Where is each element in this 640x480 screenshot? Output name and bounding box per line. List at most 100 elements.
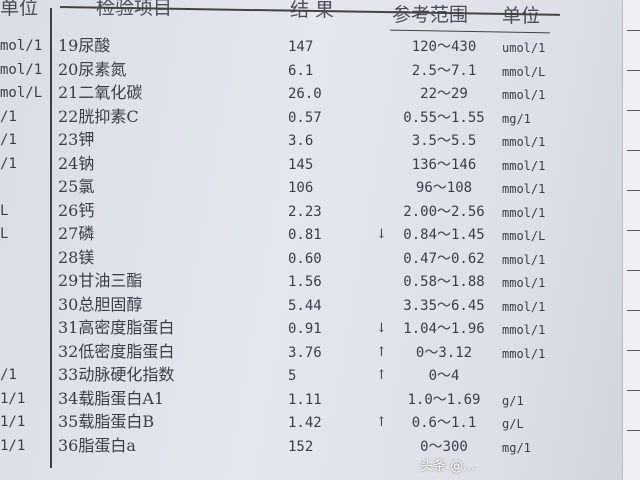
item-name: 20尿素氮	[58, 59, 127, 79]
abnormal-flag: ↑	[376, 368, 387, 383]
left-unit: mol/1	[0, 38, 43, 54]
reference-range: 0.47～0.62	[403, 250, 485, 267]
result-value: 26.0	[288, 86, 322, 102]
left-unit: 1/1	[0, 437, 26, 454]
left-unit: L	[0, 202, 9, 219]
item-name: 35载脂蛋白B	[58, 412, 155, 431]
item-name: 27磷	[58, 224, 95, 243]
left-unit: 1/1	[0, 414, 26, 430]
item-name: 33动脉硬化指数	[58, 365, 175, 384]
result-value: 3.6	[288, 133, 314, 149]
item-name: 25氯	[58, 177, 95, 196]
unit: mmol/1	[502, 135, 546, 149]
table-row: /1 24钠 145 136～146 mmol/1	[0, 152, 640, 176]
unit: mmol/1	[502, 158, 546, 173]
reference-range: 0.58～1.88	[403, 274, 485, 290]
item-name: 22胱抑素C	[58, 106, 139, 126]
table-row: 30总胆固醇 5.44 3.35～6.45 mmol/1	[0, 293, 640, 317]
reference-range: 120～430	[411, 39, 477, 55]
abnormal-flag: ↓	[376, 321, 387, 336]
result-value: 3.76	[288, 344, 322, 361]
item-name: 28镁	[58, 247, 95, 267]
table-row: mol/1 20尿素氮 6.1 2.5～7.1 mmol/L	[0, 58, 640, 82]
abnormal-flag: ↑	[376, 415, 387, 430]
reference-range: 0～4	[428, 368, 460, 384]
unit: mg/1	[502, 111, 531, 126]
column-divider	[50, 8, 52, 468]
reference-range: 22～29	[420, 86, 468, 102]
reference-range: 0～300	[420, 438, 468, 455]
left-unit: 1/1	[0, 390, 26, 407]
reference-range: 2.5～7.1	[411, 62, 477, 79]
header-item: 检验项目	[96, 0, 173, 19]
unit: g/1	[502, 393, 524, 408]
reference-range: 96～108	[415, 180, 473, 196]
table-row: 1/1 35载脂蛋白B 1.42 ↑ 0.6～1.1 g/L	[0, 410, 640, 434]
item-name: 26钙	[58, 200, 95, 220]
table-row: /1 23钾 3.6 3.5～5.5 mmol/1	[0, 128, 640, 152]
result-value: 0.60	[288, 250, 322, 267]
reference-range: 0.55～1.55	[403, 109, 485, 126]
item-name: 30总胆固醇	[58, 294, 143, 314]
item-name: 24钠	[58, 153, 95, 173]
reference-range: 2.00～2.56	[403, 203, 485, 220]
watermark-logo: 头条 @...	[420, 459, 476, 474]
table-row: 29甘油三酯 1.56 0.58～1.88 mmol/1	[0, 269, 640, 293]
item-name: 34载脂蛋白A1	[58, 388, 165, 408]
left-unit: /1	[0, 155, 17, 172]
table-row: 32低密度脂蛋白 3.76 ↑ 0～3.12 mmol/1	[0, 340, 640, 364]
left-unit: mol/1	[0, 61, 43, 78]
abnormal-flag: ↑	[376, 344, 387, 360]
left-unit: /1	[0, 132, 17, 148]
left-unit: mol/L	[0, 85, 43, 101]
unit: mmol/L	[502, 229, 546, 243]
result-value: 0.91	[288, 321, 322, 337]
table-row: /1 22胱抑素C 0.57 0.55～1.55 mg/1	[0, 105, 640, 129]
unit: mmol/1	[502, 205, 546, 220]
result-value: 145	[288, 156, 314, 173]
item-name: 23钾	[58, 130, 95, 149]
paper-edge	[622, 0, 640, 480]
result-value: 152	[288, 438, 314, 455]
item-name: 32低密度脂蛋白	[58, 341, 175, 361]
reference-range: 0～3.12	[415, 344, 473, 361]
reference-range: 136～146	[411, 156, 477, 173]
unit: mmol/1	[502, 323, 546, 337]
table-row: mol/L 21二氧化碳 26.0 22～29 mmol/1	[0, 81, 640, 105]
header-unit: 单位	[502, 5, 541, 27]
reference-range: 0.6～1.1	[411, 415, 477, 431]
header-reference: 参考范围	[392, 4, 469, 26]
result-value: 1.42	[288, 415, 322, 431]
table-row: 31高密度脂蛋白 0.91 ↓ 1.04～1.96 mmol/1	[0, 316, 640, 340]
unit: umol/1	[502, 41, 546, 55]
result-value: 147	[288, 39, 314, 55]
unit: mmol/1	[502, 276, 546, 290]
result-value: 0.57	[288, 109, 322, 126]
table-row: mol/1 19尿酸 147 120～430 umol/1	[0, 34, 640, 58]
reference-range: 0.84～1.45	[403, 227, 485, 243]
table-row: /1 33动脉硬化指数 5 ↑ 0～4	[0, 363, 640, 387]
left-unit: /1	[0, 108, 17, 125]
result-value: 1.11	[288, 391, 322, 408]
unit: mmol/1	[502, 182, 546, 196]
unit: mmol/1	[502, 88, 546, 102]
table-row: L 26钙 2.23 2.00～2.56 mmol/1	[0, 199, 640, 223]
unit: g/L	[502, 417, 524, 431]
item-name: 19尿酸	[58, 36, 111, 55]
header-underline	[390, 29, 550, 34]
reference-range: 1.0～1.69	[407, 391, 481, 408]
unit: mmol/1	[502, 346, 546, 361]
unit: mmol/1	[502, 299, 546, 314]
result-value: 0.81	[288, 227, 322, 243]
left-unit: /1	[0, 367, 17, 383]
result-value: 5.44	[288, 297, 322, 314]
result-value: 5	[288, 368, 297, 384]
reference-range: 1.04～1.96	[403, 321, 485, 337]
result-value: 2.23	[288, 203, 322, 220]
reference-range: 3.5～5.5	[411, 133, 477, 149]
item-name: 29甘油三酯	[58, 271, 143, 290]
table-row: L 27磷 0.81 ↓ 0.84～1.45 mmol/L	[0, 222, 640, 246]
result-value: 106	[288, 180, 314, 196]
unit: mg/1	[502, 440, 531, 455]
unit: mmol/L	[502, 64, 546, 79]
